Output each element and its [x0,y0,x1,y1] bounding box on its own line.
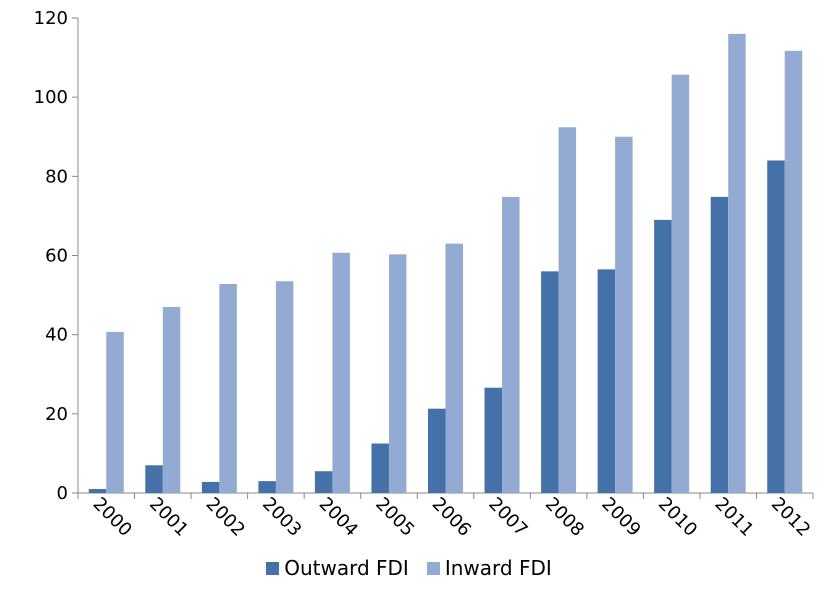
y-tick-label: 100 [34,87,68,108]
x-tick-label: 2010 [654,493,701,540]
bar-outward-fdi [88,489,107,493]
x-tick-label: 2005 [371,493,418,540]
bar-outward-fdi [597,269,616,493]
bar-outward-fdi [258,481,276,493]
legend-swatch-inward [426,561,440,575]
x-tick-label: 2004 [315,493,362,540]
y-tick-label: 80 [45,166,68,187]
bar-outward-fdi [541,271,559,493]
x-tick-label: 2000 [89,493,136,540]
legend-item-inward: Inward FDI [426,556,552,580]
y-tick-label: 0 [57,483,68,504]
x-tick-label: 2012 [767,493,814,540]
x-tick-label: 2003 [258,493,305,540]
bar-outward-fdi [201,481,220,493]
legend-item-outward: Outward FDI [266,556,409,580]
bar-outward-fdi [428,408,446,493]
legend-label-outward: Outward FDI [284,556,409,580]
bar-inward-fdi [671,74,690,494]
x-tick-label: 2011 [710,493,757,540]
bar-outward-fdi [767,160,785,493]
legend-swatch-outward [266,561,280,575]
bar-outward-fdi [145,465,163,493]
x-tick-label: 2008 [541,493,588,540]
legend: Outward FDI Inward FDI [0,556,818,580]
bar-outward-fdi [371,443,389,493]
bar-outward-fdi [654,219,672,493]
bar-outward-fdi [484,387,503,493]
legend-label-inward: Inward FDI [444,556,552,580]
bar-inward-fdi [219,284,237,493]
bar-inward-fdi [332,252,350,493]
x-tick-label: 2009 [597,493,644,540]
x-tick-label: 2007 [484,493,531,540]
bar-inward-fdi [784,50,803,494]
bar-inward-fdi [275,281,294,493]
x-tick-label: 2006 [428,493,475,540]
bar-outward-fdi [314,471,333,493]
bar-inward-fdi [106,331,124,493]
bar-inward-fdi [615,136,633,493]
x-axis-ticks: 2000 2001 2002 2003 2004 2005 2006 2007 2008 2009… [77,493,814,541]
bar-inward-fdi [388,254,407,493]
y-tick-label: 20 [45,404,68,425]
bar-inward-fdi [162,306,181,493]
y-tick-label: 120 [34,8,68,29]
bar-outward-fdi [710,196,729,493]
bar-inward-fdi [728,33,746,493]
y-axis-ticks: 0 20 40 60 80 100 120 [34,8,78,504]
x-tick-label: 2001 [145,493,192,540]
y-tick-label: 40 [45,325,68,346]
y-tick-label: 60 [45,246,68,267]
bar-inward-fdi [558,127,577,493]
x-tick-label: 2002 [202,493,249,540]
bar-inward-fdi [445,243,463,493]
bars [88,33,803,494]
bar-inward-fdi [502,196,520,493]
